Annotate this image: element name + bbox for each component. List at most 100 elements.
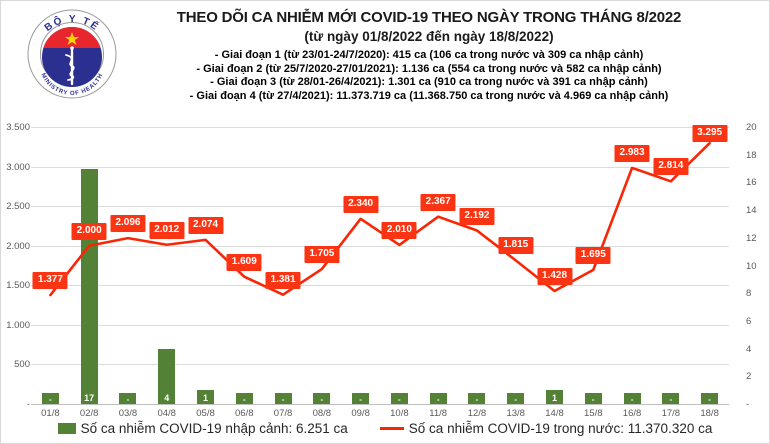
left-axis-label: 2.500 xyxy=(6,201,30,213)
right-axis-label: - xyxy=(746,399,750,410)
bar-label: - xyxy=(126,395,130,404)
point-label: 2.192 xyxy=(459,207,495,225)
x-axis-label: 14/8 xyxy=(545,408,564,419)
left-axis-label: 500 xyxy=(14,359,30,371)
legend-item-imported: Số ca nhiễm COVID-19 nhập cảnh: 6.251 ca xyxy=(57,421,348,436)
gridline xyxy=(31,166,729,168)
bar-label: - xyxy=(320,395,324,404)
point-label: 2.340 xyxy=(343,195,379,213)
bar-swatch-icon xyxy=(57,423,76,434)
bar: - xyxy=(235,393,253,404)
point-label: 1.609 xyxy=(226,253,262,271)
left-axis-label: 3.000 xyxy=(6,161,30,173)
phase-line-2: - Giai đoạn 2 (từ 25/7/2020-27/01/2021):… xyxy=(196,62,662,75)
bar: 17 xyxy=(80,169,98,404)
phase-summary-list: - Giai đoạn 1 (từ 23/01-24/7/2020): 415 … xyxy=(96,49,762,103)
bar-label: - xyxy=(669,395,673,404)
x-axis-label: 02/8 xyxy=(79,408,99,419)
phase-line-3: - Giai đoạn 3 (từ 28/01-26/4/2021): 1.30… xyxy=(210,76,648,88)
bar-label: 4 xyxy=(164,393,170,403)
point-label: 1.815 xyxy=(498,237,534,255)
point-label: 2.367 xyxy=(420,193,456,211)
bar: - xyxy=(119,393,137,404)
left-axis-label: 1.500 xyxy=(6,280,30,292)
left-axis-label: 2.000 xyxy=(6,240,30,252)
bar-label: - xyxy=(475,395,479,404)
phase-line-1: - Giai đoạn 1 (từ 23/01-24/7/2020): 415 … xyxy=(214,49,644,61)
bar: - xyxy=(41,393,59,404)
point-label: 2.983 xyxy=(614,144,650,162)
bar-label: - xyxy=(514,395,518,404)
point-label: 2.000 xyxy=(71,222,107,240)
right-axis-label: 12 xyxy=(746,232,757,244)
point-label: 3.295 xyxy=(692,125,728,143)
point-label: 1.381 xyxy=(265,271,301,289)
bar: 1 xyxy=(197,390,214,404)
bar-label: - xyxy=(49,395,52,404)
x-axis-label: 16/8 xyxy=(622,408,642,419)
bar-label: - xyxy=(281,395,285,404)
logo-star-icon xyxy=(65,32,79,45)
ministry-of-health-logo: BỘ Y TẾ MINISTRY OF HEALTH xyxy=(27,9,117,99)
point-label: 2.814 xyxy=(653,158,689,176)
bar: - xyxy=(623,393,641,404)
legend: Số ca nhiễm COVID-19 nhập cảnh: 6.251 ca… xyxy=(0,421,770,436)
gridline xyxy=(31,324,729,326)
bar: - xyxy=(429,393,447,404)
point-label: 1.705 xyxy=(304,246,340,264)
right-axis-label: 10 xyxy=(746,260,757,272)
x-axis-label: 17/8 xyxy=(661,408,681,419)
line-swatch-icon xyxy=(379,427,404,430)
right-axis-label: 20 xyxy=(746,122,757,133)
legend-label-imported: Số ca nhiễm COVID-19 nhập cảnh: 6.251 ca xyxy=(80,421,348,436)
gridline xyxy=(31,245,729,247)
right-axis-label: 18 xyxy=(746,149,757,161)
x-axis-label: 10/8 xyxy=(390,408,409,419)
x-axis-label: 05/8 xyxy=(196,408,215,419)
x-axis-label: 03/8 xyxy=(118,408,138,419)
bar-label: - xyxy=(398,395,401,404)
bar: - xyxy=(390,393,408,404)
left-axis-label: 3.500 xyxy=(6,122,30,133)
left-axis-label: - xyxy=(26,399,30,410)
bar: 1 xyxy=(546,390,563,404)
page-title: THEO DÕI CA NHIỄM MỚI COVID-19 THEO NGÀY… xyxy=(176,9,682,26)
x-axis-label: 12/8 xyxy=(467,408,487,419)
bar-label: - xyxy=(242,395,246,404)
bar: - xyxy=(313,393,331,404)
right-axis-label: 6 xyxy=(746,315,752,327)
bar: - xyxy=(507,393,525,404)
x-axis-label: 13/8 xyxy=(506,408,525,419)
gridline xyxy=(31,127,729,128)
x-axis-label: 04/8 xyxy=(157,408,176,419)
point-label: 2.096 xyxy=(110,215,146,233)
bar: - xyxy=(584,393,602,404)
bar-label: - xyxy=(708,395,711,404)
bar-label: - xyxy=(591,395,595,404)
gridline xyxy=(31,206,729,208)
legend-label-domestic: Số ca nhiễm COVID-19 trong nước: 11.370.… xyxy=(408,421,713,436)
bar: - xyxy=(468,393,486,404)
header: THEO DÕI CA NHIỄM MỚI COVID-19 THEO NGÀY… xyxy=(96,9,762,103)
point-label: 2.074 xyxy=(187,216,224,234)
page-subtitle: (từ ngày 01/8/2022 đến ngày 18/8/2022) xyxy=(304,29,554,44)
x-axis-line xyxy=(31,404,729,405)
right-axis-label: 4 xyxy=(746,343,752,355)
point-label: 1.695 xyxy=(575,246,611,264)
x-axis-label: 09/8 xyxy=(351,408,370,419)
bar-label: 1 xyxy=(551,393,557,403)
x-axis-label: 11/8 xyxy=(429,408,448,419)
right-axis-label: 2 xyxy=(746,371,752,383)
x-axis-label: 06/8 xyxy=(235,408,254,419)
x-axis-label: 08/8 xyxy=(312,408,332,419)
point-label: 2.010 xyxy=(381,221,417,239)
right-axis-label: 8 xyxy=(746,288,752,300)
logo-emblem xyxy=(42,27,102,87)
asclepius-rod-icon xyxy=(65,46,75,86)
bar: - xyxy=(352,393,370,404)
bar-label: - xyxy=(630,395,634,404)
gridline xyxy=(31,285,729,287)
point-label: 1.428 xyxy=(536,267,573,285)
